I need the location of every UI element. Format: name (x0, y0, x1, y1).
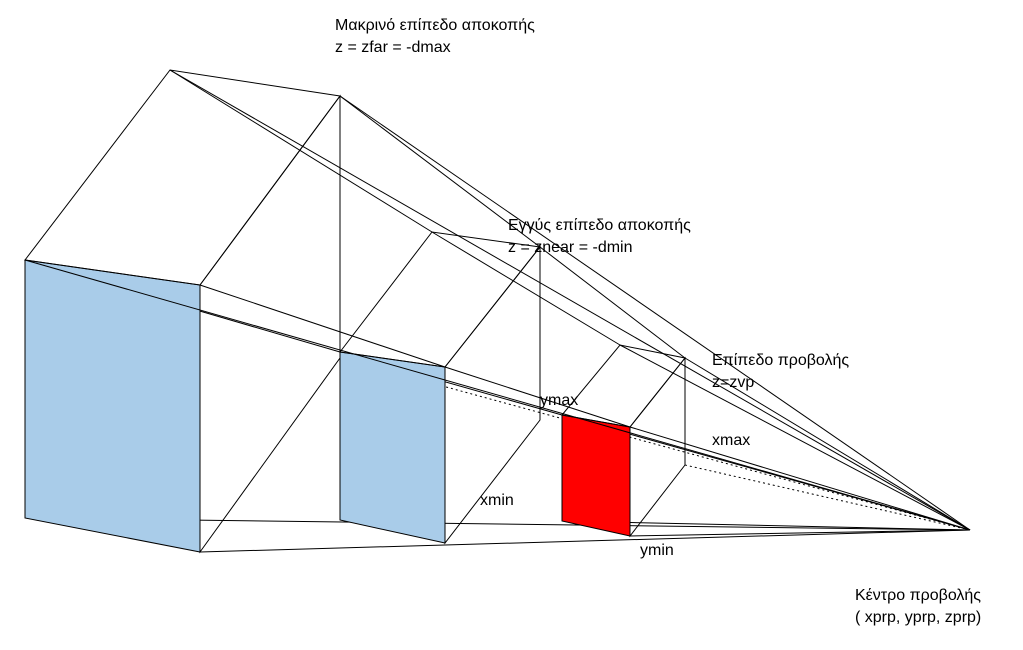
far-plane-top (25, 70, 340, 285)
xmax-label: xmax (712, 432, 750, 449)
center-title: Κέντρο προβολής (855, 587, 981, 604)
ymax-label: ymax (540, 392, 578, 409)
ymin-label: ymin (640, 542, 674, 559)
far-plane-front (25, 260, 200, 552)
far-plane-right (200, 96, 340, 552)
view-title: Επίπεδο προβολής (712, 352, 849, 369)
view-sub: z=zvp (712, 374, 754, 391)
near-sub: z = znear = -dmin (508, 239, 633, 256)
far-title: Μακρινό επίπεδο αποκοπής (335, 17, 535, 34)
near-plane-front (340, 352, 445, 543)
center-sub: ( xprp, yprp, zprp) (855, 609, 981, 626)
near-title: Εγγύς επίπεδο αποκοπής (508, 217, 691, 234)
frustum-diagram: Μακρινό επίπεδο αποκοπής z = zfar = -dmax… (0, 0, 1023, 650)
far-sub: z = zfar = -dmax (335, 39, 451, 56)
view-plane-front (562, 415, 630, 536)
xmin-label: xmin (480, 492, 514, 509)
view-plane-top (562, 345, 685, 427)
